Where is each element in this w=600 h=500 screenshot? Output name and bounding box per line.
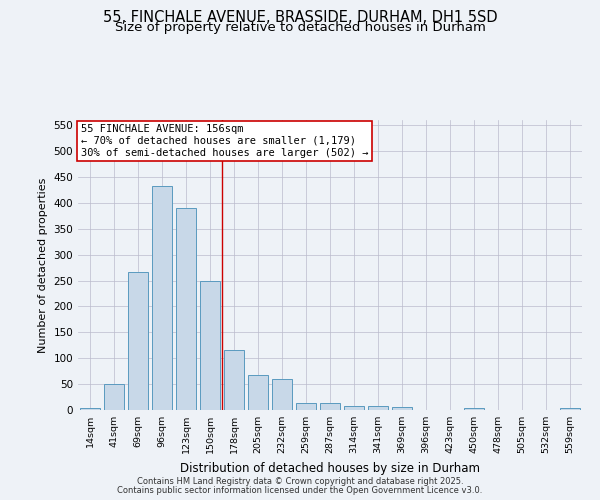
X-axis label: Distribution of detached houses by size in Durham: Distribution of detached houses by size … — [180, 462, 480, 474]
Bar — [224, 350, 244, 410]
Bar — [104, 384, 124, 410]
Text: 55, FINCHALE AVENUE, BRASSIDE, DURHAM, DH1 5SD: 55, FINCHALE AVENUE, BRASSIDE, DURHAM, D… — [103, 10, 497, 25]
Bar — [320, 403, 340, 410]
Text: Contains public sector information licensed under the Open Government Licence v3: Contains public sector information licen… — [118, 486, 482, 495]
Bar — [344, 406, 364, 410]
Bar — [200, 280, 220, 410]
Bar — [152, 186, 172, 410]
Bar — [464, 408, 484, 410]
Bar — [392, 408, 412, 410]
Bar — [128, 272, 148, 410]
Bar — [296, 404, 316, 410]
Bar — [560, 408, 580, 410]
Bar — [248, 375, 268, 410]
Text: Contains HM Land Registry data © Crown copyright and database right 2025.: Contains HM Land Registry data © Crown c… — [137, 477, 463, 486]
Bar — [368, 406, 388, 410]
Bar — [80, 408, 100, 410]
Bar — [272, 379, 292, 410]
Text: 55 FINCHALE AVENUE: 156sqm
← 70% of detached houses are smaller (1,179)
30% of s: 55 FINCHALE AVENUE: 156sqm ← 70% of deta… — [80, 124, 368, 158]
Text: Size of property relative to detached houses in Durham: Size of property relative to detached ho… — [115, 22, 485, 35]
Bar — [176, 208, 196, 410]
Y-axis label: Number of detached properties: Number of detached properties — [38, 178, 48, 352]
